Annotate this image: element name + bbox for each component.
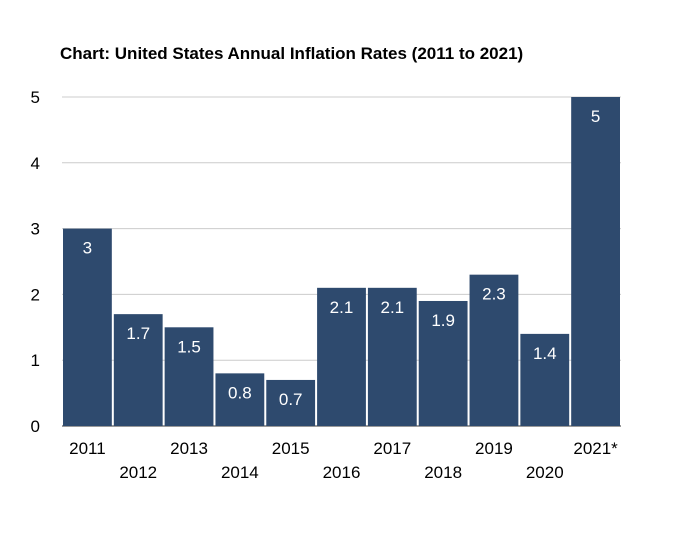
x-tick-label: 2013 [170, 439, 208, 458]
bar-2012 [113, 314, 163, 426]
bar-value-label: 1.4 [533, 344, 557, 363]
x-tick-label: 2021* [573, 439, 618, 458]
x-tick-label: 2018 [424, 463, 462, 482]
x-tick-label: 2016 [323, 463, 361, 482]
bar-2015 [266, 379, 316, 426]
bar-value-label: 1.7 [126, 324, 150, 343]
bar-2019 [469, 274, 519, 426]
bar-value-label: 0.7 [279, 390, 303, 409]
y-tick-label: 2 [31, 285, 40, 304]
y-tick-label: 0 [31, 417, 40, 436]
x-tick-label: 2020 [526, 463, 564, 482]
y-tick-label: 1 [31, 351, 40, 370]
bar-value-label: 2.1 [380, 298, 404, 317]
y-tick-label: 5 [31, 88, 40, 107]
x-axis-tick-labels: 2011 2012 2013 2014 2015 2016 2017 2018 2019 2020… [69, 439, 618, 482]
x-tick-label: 2015 [272, 439, 310, 458]
bar-value-label: 0.8 [228, 383, 252, 402]
x-tick-label: 2011 [69, 439, 106, 458]
y-tick-label: 4 [31, 154, 40, 173]
bar-2014 [215, 373, 265, 426]
bar-2020 [520, 333, 570, 426]
x-tick-label: 2019 [475, 439, 513, 458]
bar-value-labels: 3 1.7 1.5 0.8 0.7 2.1 2.1 1.9 2.3 1.4 5 [83, 107, 601, 409]
x-tick-label: 2014 [221, 463, 259, 482]
x-tick-label: 2012 [119, 463, 157, 482]
bar-2013 [164, 327, 214, 426]
bar-value-label: 1.5 [177, 337, 201, 356]
y-tick-label: 3 [31, 220, 40, 239]
bar-2018 [418, 300, 468, 426]
bar-2021* [571, 97, 620, 426]
bar-value-label: 5 [591, 107, 600, 126]
chart-title: Chart: United States Annual Inflation Ra… [60, 44, 524, 63]
bar-2017 [367, 287, 417, 426]
bar-value-label: 3 [83, 239, 92, 258]
bar-value-label: 1.9 [431, 311, 455, 330]
bars [63, 97, 620, 426]
y-axis-tick-labels: 0 1 2 3 4 5 [31, 88, 40, 436]
bar-value-label: 2.3 [482, 285, 506, 304]
bar-2011 [63, 228, 112, 426]
x-tick-label: 2017 [373, 439, 411, 458]
bar-value-label: 2.1 [330, 298, 354, 317]
bar-2016 [317, 287, 366, 426]
